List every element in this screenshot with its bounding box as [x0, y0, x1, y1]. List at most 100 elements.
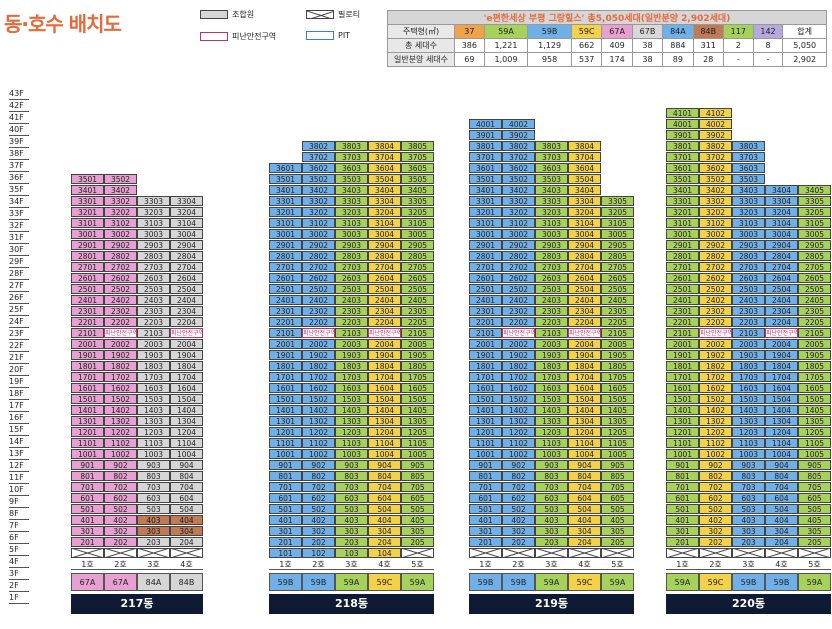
stats-type-1: 59A — [483, 24, 529, 39]
unit-2605: 2605 — [601, 273, 634, 283]
unit-3702: 3702 — [502, 152, 535, 162]
line-label: 3호 — [732, 559, 765, 570]
unit-2002: 2002 — [104, 339, 137, 349]
unit-601: 601 — [666, 493, 699, 503]
unit-2502: 2502 — [104, 284, 137, 294]
unit-1701: 1701 — [666, 372, 699, 382]
unit-1901: 1901 — [469, 350, 502, 360]
unit-1901: 1901 — [666, 350, 699, 360]
unit-702: 702 — [699, 482, 732, 492]
unit-3205: 3205 — [601, 207, 634, 217]
unit-1603: 1603 — [137, 383, 170, 393]
line-label: 4호 — [568, 559, 601, 570]
stats-type-label: 주택형(㎡) — [387, 24, 455, 39]
stats-general-label: 일반분양 세대수 — [387, 52, 455, 67]
unit-3003: 3003 — [732, 229, 765, 239]
unit-2903: 2903 — [535, 240, 568, 250]
unit-601: 601 — [469, 493, 502, 503]
unit-2602: 2602 — [502, 273, 535, 283]
stats-totals-3: 662 — [570, 38, 603, 53]
unit-305: 305 — [601, 526, 634, 536]
unit-1204: 1204 — [368, 427, 401, 437]
unit-1103: 1103 — [335, 438, 368, 448]
unit-2703: 2703 — [732, 262, 765, 272]
unit-2205: 2205 — [798, 317, 831, 327]
unit-1302: 1302 — [502, 416, 535, 426]
unit-604: 604 — [765, 493, 798, 503]
type-label: 59B — [765, 573, 798, 591]
unit-2604: 2604 — [368, 273, 401, 283]
floor-label: 20F — [9, 364, 29, 376]
line-label: 5호 — [401, 559, 434, 570]
stats-header: 'e편한세상 부평 그랑힐스' 총5,050세대(일반분양 2,902세대) — [387, 10, 827, 25]
unit-2003: 2003 — [535, 339, 568, 349]
unit-1904: 1904 — [368, 350, 401, 360]
unit-1403: 1403 — [335, 405, 368, 415]
stats-type-8: 117 — [722, 24, 754, 39]
floor-label: 22F — [9, 340, 29, 352]
unit-903: 903 — [732, 460, 765, 470]
unit-2001: 2001 — [269, 339, 302, 349]
floor-label: 13F — [9, 448, 29, 460]
unit-204: 204 — [368, 537, 401, 547]
unit-3702: 3702 — [699, 152, 732, 162]
unit-204: 204 — [568, 537, 601, 547]
unit-3604: 3604 — [568, 163, 601, 173]
unit-502: 502 — [699, 504, 732, 514]
unit-1305: 1305 — [798, 416, 831, 426]
refuge-zone: 피난안전구역 — [568, 328, 601, 338]
unit-1105: 1105 — [798, 438, 831, 448]
unit-3102: 3102 — [502, 218, 535, 228]
unit-2204: 2204 — [765, 317, 798, 327]
unit-3203: 3203 — [137, 207, 170, 217]
unit-3202: 3202 — [302, 207, 335, 217]
floor-label: 4F — [9, 556, 29, 568]
floor-label: 28F — [9, 268, 29, 280]
unit-1501: 1501 — [666, 394, 699, 404]
floor-label: 6F — [9, 532, 29, 544]
stats-totals-9: 8 — [752, 38, 784, 53]
unit-1404: 1404 — [170, 405, 203, 415]
unit-3901: 3901 — [469, 130, 502, 140]
building-name-bar: 218동 — [269, 594, 434, 614]
unit-805: 805 — [798, 471, 831, 481]
unit-2303: 2303 — [335, 306, 368, 316]
unit-1401: 1401 — [666, 405, 699, 415]
unit-3404: 3404 — [568, 185, 601, 195]
type-label: 59C — [568, 573, 601, 591]
unit-3801: 3801 — [469, 141, 502, 151]
unit-3203: 3203 — [535, 207, 568, 217]
unit-1905: 1905 — [401, 350, 434, 360]
unit-205: 205 — [401, 537, 434, 547]
unit-504: 504 — [368, 504, 401, 514]
unit-3104: 3104 — [170, 218, 203, 228]
unit-4002: 4002 — [699, 119, 732, 129]
unit-1604: 1604 — [568, 383, 601, 393]
unit-1103: 1103 — [535, 438, 568, 448]
unit-3601: 3601 — [469, 163, 502, 173]
unit-3703: 3703 — [335, 152, 368, 162]
unit-2702: 2702 — [302, 262, 335, 272]
line-label: 3호 — [137, 559, 170, 570]
unit-1801: 1801 — [269, 361, 302, 371]
unit-3002: 3002 — [104, 229, 137, 239]
unit-2001: 2001 — [666, 339, 699, 349]
stats-general-0: 69 — [454, 52, 485, 67]
stats-totals-5: 38 — [631, 38, 664, 53]
unit-2803: 2803 — [535, 251, 568, 261]
unit-2401: 2401 — [71, 295, 104, 305]
unit-1205: 1205 — [401, 427, 434, 437]
floor-label: 29F — [9, 256, 29, 268]
unit-1805: 1805 — [798, 361, 831, 371]
pilotis-cell — [765, 548, 798, 558]
stats-general-3: 537 — [570, 52, 603, 67]
unit-1803: 1803 — [535, 361, 568, 371]
unit-2105: 2105 — [798, 328, 831, 338]
type-label: 59A — [798, 573, 831, 591]
unit-2705: 2705 — [798, 262, 831, 272]
unit-3302: 3302 — [104, 196, 137, 206]
unit-4002: 4002 — [502, 119, 535, 129]
unit-2804: 2804 — [368, 251, 401, 261]
unit-2704: 2704 — [568, 262, 601, 272]
line-label: 1호 — [469, 559, 502, 570]
